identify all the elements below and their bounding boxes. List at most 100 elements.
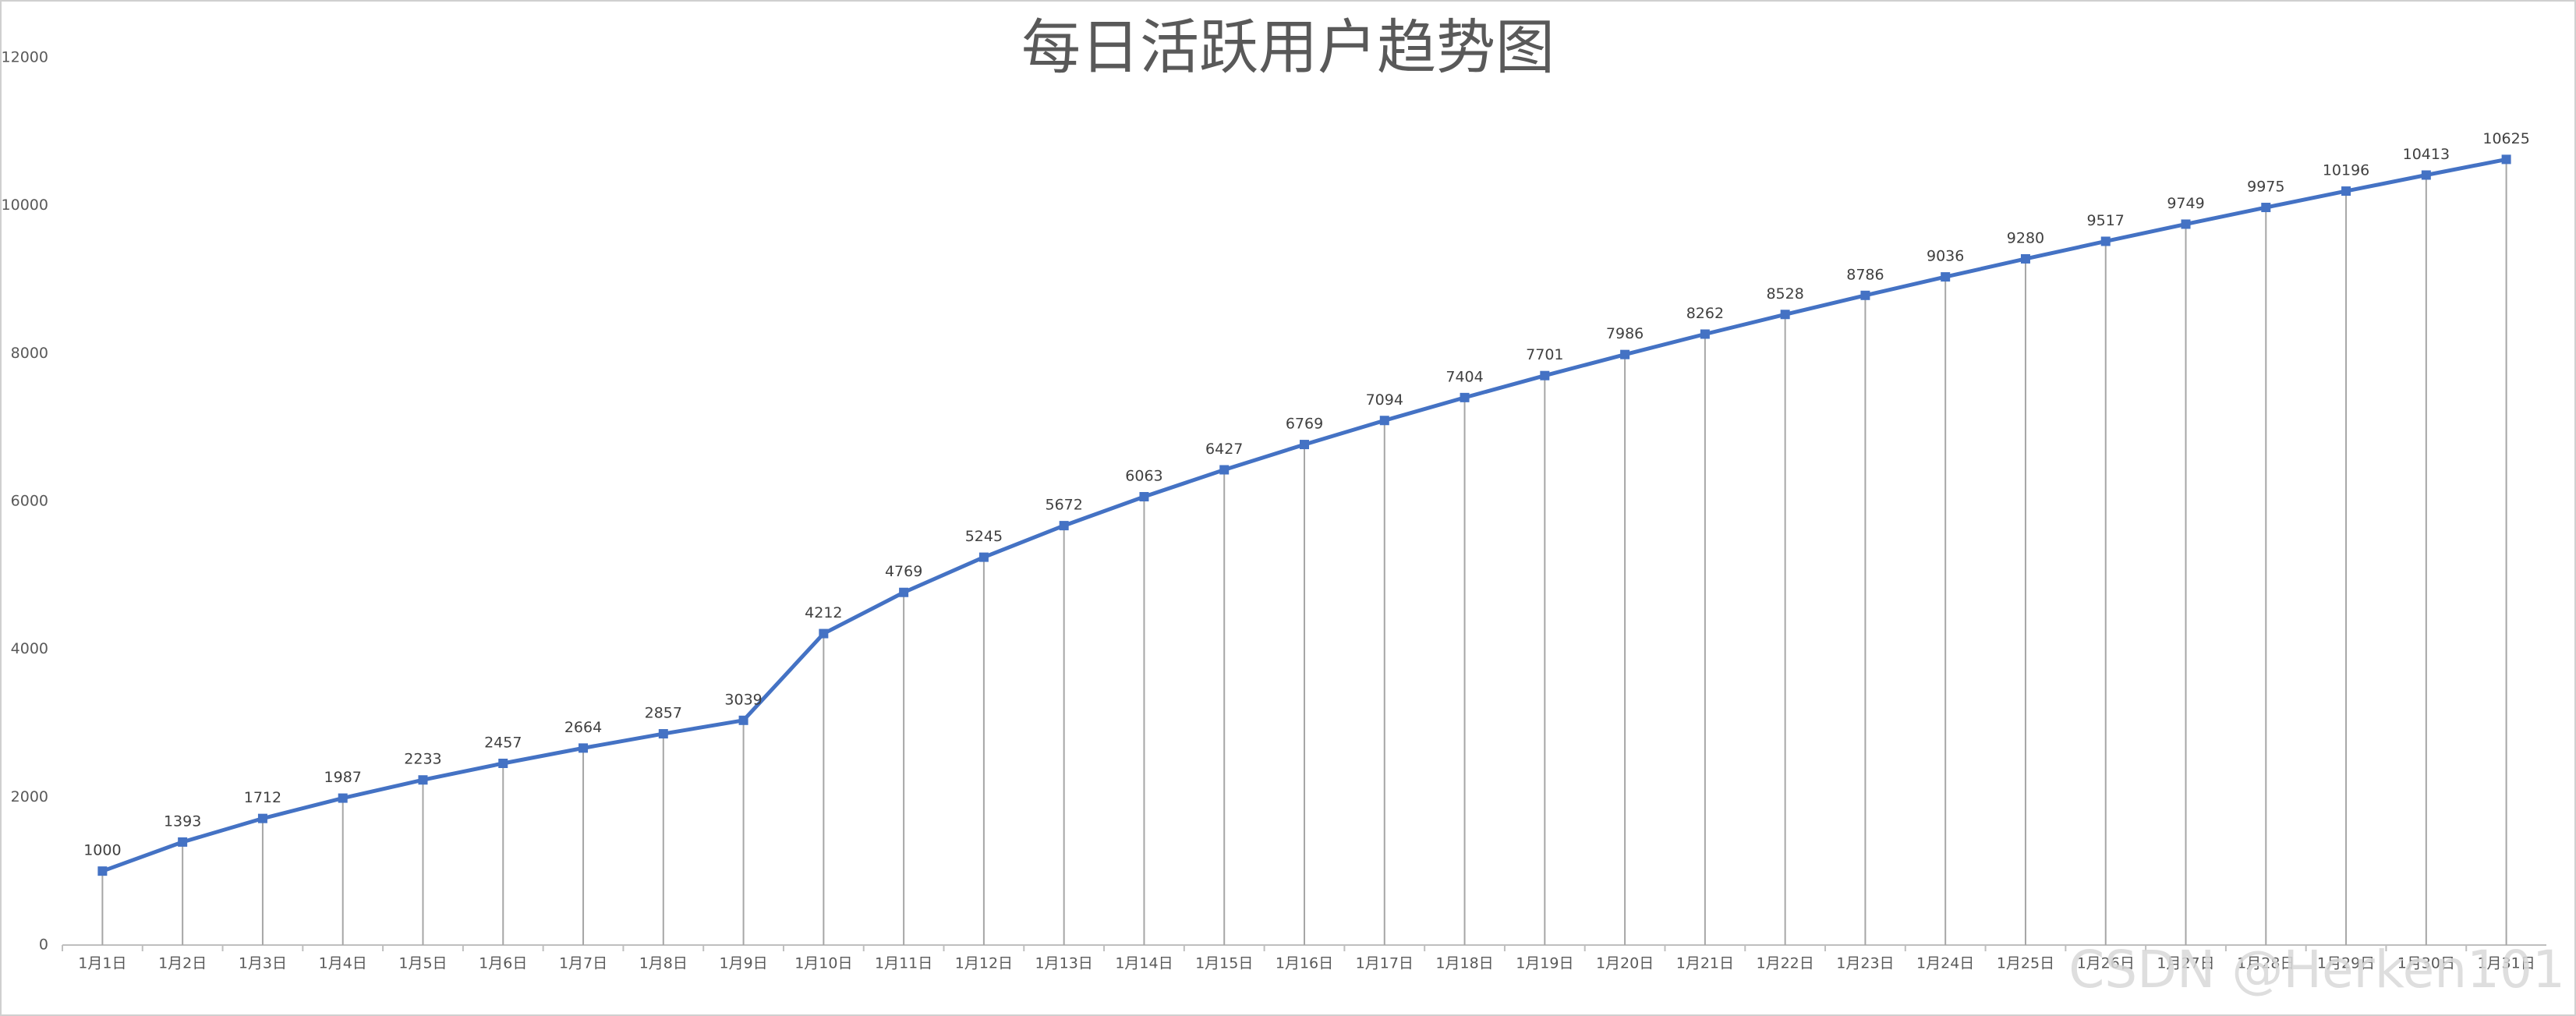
marker [899, 587, 909, 597]
x-tick-label: 1月16日 [1276, 955, 1333, 972]
x-tick-label: 1月10日 [794, 955, 852, 972]
watermark: CSDN @Herken101 [2068, 940, 2565, 1000]
x-tick-label: 1月2日 [158, 955, 207, 972]
marker [1780, 310, 1790, 320]
x-tick-label: 1月30日 [2397, 955, 2455, 972]
data-label: 7094 [1366, 391, 1403, 409]
x-tick-label: 1月27日 [2157, 955, 2214, 972]
marker [978, 552, 989, 562]
y-tick-label: 6000 [11, 493, 48, 510]
data-label: 6427 [1205, 441, 1243, 458]
marker [2421, 170, 2431, 180]
marker [1941, 272, 1951, 282]
data-label: 10196 [2323, 162, 2369, 179]
x-tick-label: 1月6日 [479, 955, 527, 972]
data-label: 9517 [2087, 212, 2125, 229]
y-tick-label: 10000 [2, 196, 48, 214]
x-tick-label: 1月18日 [1435, 955, 1493, 972]
data-label: 9975 [2247, 179, 2284, 196]
data-label: 10625 [2482, 130, 2529, 147]
marker [178, 837, 188, 847]
marker [579, 743, 589, 753]
chart-title: 每日活跃用户趋势图 [1021, 12, 1555, 82]
data-label: 2233 [404, 751, 441, 768]
x-tick-label: 1月14日 [1115, 955, 1173, 972]
x-tick-label: 1月9日 [719, 955, 767, 972]
data-label: 2457 [484, 734, 522, 751]
data-label: 2857 [645, 705, 682, 722]
x-tick-label: 1月17日 [1356, 955, 1414, 972]
marker [2100, 236, 2111, 246]
x-tick-label: 1月22日 [1757, 955, 1814, 972]
data-label: 7701 [1526, 346, 1563, 363]
x-tick-label: 1月3日 [239, 955, 287, 972]
x-tick-label: 1月11日 [875, 955, 932, 972]
data-label: 8786 [1846, 266, 1884, 283]
data-label: 10413 [2403, 146, 2450, 163]
data-label: 9036 [1927, 248, 1964, 265]
x-tick-label: 1月8日 [639, 955, 688, 972]
marker [338, 793, 348, 803]
marker [1139, 492, 1149, 502]
marker [2341, 186, 2351, 196]
data-label: 1987 [324, 769, 362, 786]
marker [2261, 203, 2271, 213]
marker [1860, 290, 1870, 300]
marker [1460, 392, 1470, 402]
data-label: 1000 [83, 842, 121, 859]
x-tick-label: 1月29日 [2317, 955, 2375, 972]
x-tick-label: 1月5日 [398, 955, 447, 972]
data-label: 3039 [724, 691, 762, 708]
marker [418, 775, 428, 785]
marker [1059, 521, 1069, 531]
y-tick-label: 8000 [11, 345, 48, 362]
data-label: 5672 [1045, 497, 1082, 514]
data-label: 8262 [1686, 305, 1724, 322]
data-label: 5245 [965, 528, 1003, 545]
x-tick-label: 1月4日 [319, 955, 367, 972]
y-tick-label: 2000 [11, 788, 48, 805]
x-tick-label: 1月23日 [1836, 955, 1894, 972]
data-label: 7986 [1606, 325, 1644, 342]
data-label: 6769 [1286, 416, 1323, 433]
data-label: 1712 [244, 789, 281, 806]
x-tick-label: 1月28日 [2237, 955, 2295, 972]
marker [2501, 154, 2511, 165]
marker [658, 729, 668, 739]
y-tick-label: 12000 [2, 49, 48, 66]
marker [1300, 440, 1309, 450]
marker [819, 628, 829, 639]
x-tick-label: 1月15日 [1195, 955, 1253, 972]
marker [738, 715, 748, 725]
x-tick-label: 1月31日 [2477, 955, 2535, 972]
marker [2020, 253, 2030, 264]
data-label: 9749 [2167, 195, 2204, 212]
marker [1219, 465, 1230, 475]
data-label: 6063 [1125, 468, 1162, 485]
data-label: 8528 [1766, 285, 1803, 303]
x-tick-label: 1月25日 [1997, 955, 2054, 972]
x-tick-label: 1月20日 [1596, 955, 1654, 972]
x-tick-label: 1月19日 [1516, 955, 1573, 972]
data-label: 4769 [885, 563, 922, 580]
x-tick-label: 1月13日 [1035, 955, 1093, 972]
marker [498, 758, 508, 768]
x-tick-label: 1月26日 [2077, 955, 2135, 972]
data-label: 9280 [2007, 229, 2044, 246]
marker [97, 866, 108, 876]
marker [2181, 219, 2191, 229]
marker [1379, 416, 1389, 426]
y-tick-label: 4000 [11, 640, 48, 657]
marker [257, 813, 267, 823]
data-label: 1393 [164, 812, 201, 830]
x-tick-label: 1月7日 [559, 955, 607, 972]
marker [1540, 370, 1550, 381]
data-label: 2664 [564, 719, 602, 736]
marker [1620, 349, 1630, 359]
x-tick-label: 1月12日 [955, 955, 1013, 972]
data-label: 4212 [805, 604, 842, 621]
data-label: 7404 [1445, 368, 1483, 385]
x-tick-label: 1月1日 [78, 955, 126, 972]
